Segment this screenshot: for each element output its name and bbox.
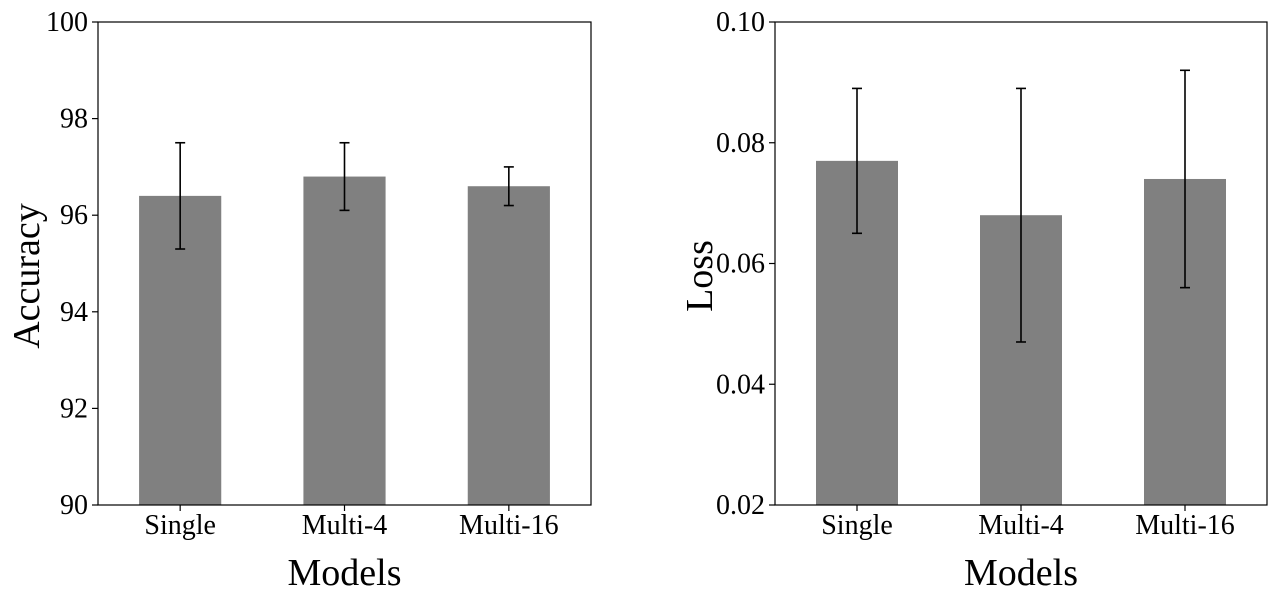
loss-xtick-label: Multi-16 [1135, 510, 1235, 541]
accuracy-ytick-label: 90 [60, 490, 88, 521]
accuracy-xtick-label: Single [144, 510, 216, 541]
loss-ytick-label: 0.08 [716, 128, 765, 159]
loss-xtick-label: Single [821, 510, 893, 541]
accuracy-ytick-label: 94 [60, 297, 88, 328]
loss-error-bar-single [852, 87, 862, 235]
accuracy-xtick-label: Multi-16 [459, 510, 559, 541]
accuracy-x-axis-title: Models [288, 552, 402, 594]
accuracy-ytick-label: 92 [60, 393, 88, 424]
accuracy-ytick-label: 98 [60, 104, 88, 135]
accuracy-bar-multi-16 [467, 186, 550, 505]
accuracy-bar-multi-4 [303, 176, 386, 505]
accuracy-xtick-label: Multi-4 [302, 510, 388, 541]
accuracy-chart: 90 92 94 96 98 100 Single Multi-4 Multi-16 Models… [6, 7, 592, 594]
loss-error-bar-multi-16 [1180, 69, 1190, 289]
loss-ytick-label: 0.06 [716, 249, 765, 280]
accuracy-ytick-label: 100 [46, 7, 88, 38]
accuracy-error-bar-multi-4 [339, 141, 350, 212]
loss-xtick-label: Multi-4 [978, 510, 1064, 541]
loss-x-axis-title: Models [964, 552, 1078, 594]
accuracy-ytick-label: 96 [60, 200, 88, 231]
loss-error-bar-multi-4 [1016, 87, 1026, 343]
accuracy-y-axis-title: Accuracy [6, 203, 48, 349]
loss-ytick-label: 0.04 [716, 369, 765, 400]
accuracy-error-bar-single [175, 141, 186, 250]
loss-ytick-label: 0.10 [716, 7, 765, 38]
loss-y-axis-title: Loss [679, 240, 721, 312]
loss-ytick-label: 0.02 [716, 490, 765, 521]
loss-chart: 0.02 0.04 0.06 0.08 0.10 Single Multi-4 Multi-1… [679, 7, 1268, 594]
accuracy-error-bar-multi-16 [503, 166, 514, 207]
